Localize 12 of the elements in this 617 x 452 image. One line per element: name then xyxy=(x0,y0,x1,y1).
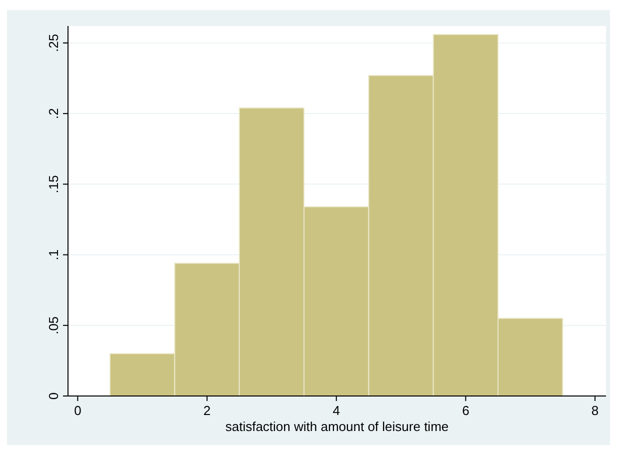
y-tick-label: .15 xyxy=(46,175,61,194)
x-tick-label: 4 xyxy=(332,403,340,418)
x-tick-label: 6 xyxy=(462,403,470,418)
y-tick-label: .05 xyxy=(46,316,61,334)
x-axis-title: satisfaction with amount of leisure time xyxy=(225,419,449,434)
x-tick-label: 2 xyxy=(203,403,211,418)
x-tick-label: 0 xyxy=(74,403,82,418)
x-tick-label: 8 xyxy=(591,403,599,418)
y-tick-label: 0 xyxy=(46,392,61,400)
y-tick-label: .2 xyxy=(46,108,61,119)
y-tick-label: .25 xyxy=(46,34,61,52)
y-tick-label: .1 xyxy=(46,249,61,260)
